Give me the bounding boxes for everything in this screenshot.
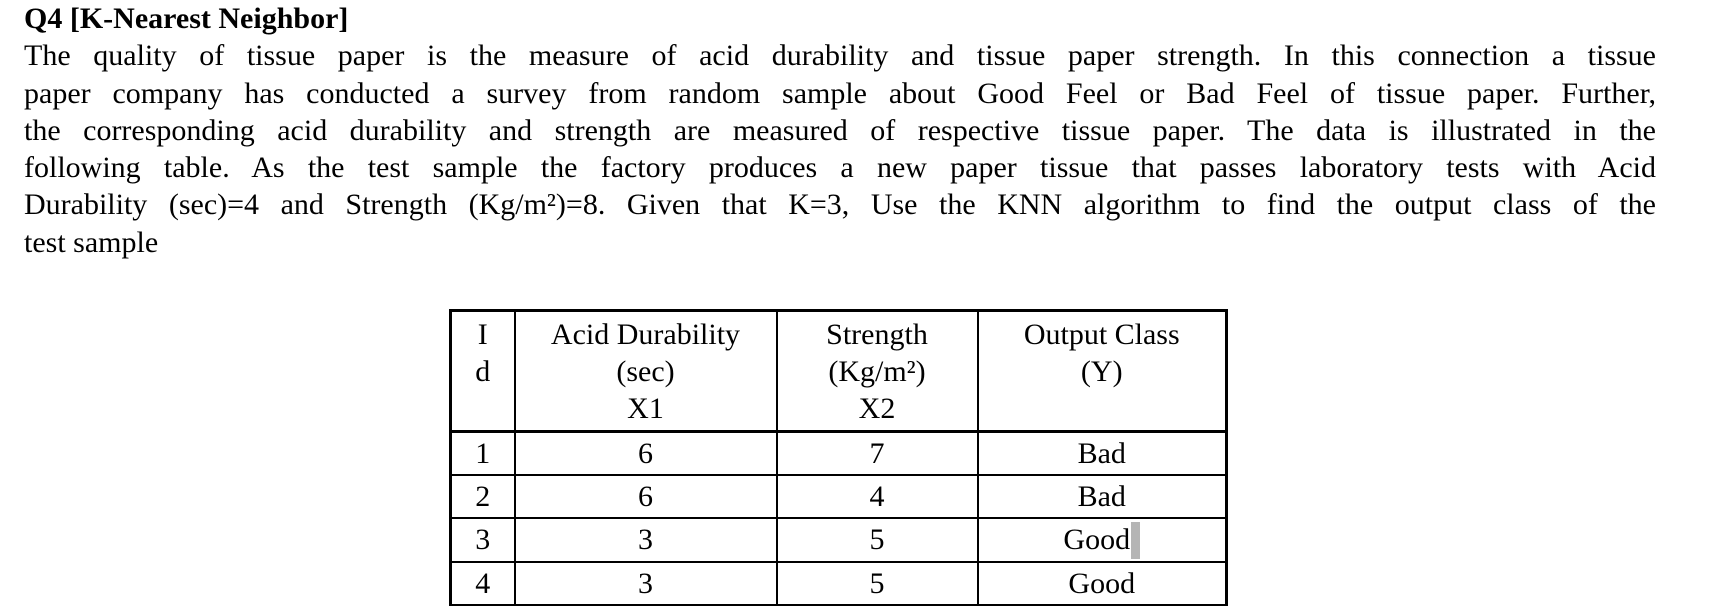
cell-text: 5	[869, 523, 885, 557]
table-row: 3 3 5 Good	[449, 517, 1228, 563]
cell-strength[interactable]: 7	[775, 430, 979, 476]
cell-output-class[interactable]: Bad	[976, 474, 1228, 519]
header-cell-strength[interactable]: Strength (Kg/m²) X2	[775, 309, 979, 433]
cell-text: 6	[638, 437, 653, 470]
table-row: 4 3 5 Good	[449, 560, 1228, 606]
table-row: 1 6 7 Bad	[449, 430, 1228, 476]
cell-text: 4	[475, 566, 491, 600]
header-line: d	[475, 355, 491, 388]
header-cell-output-class[interactable]: Output Class (Y)	[976, 309, 1228, 433]
text-cursor	[1131, 521, 1141, 559]
cell-output-class[interactable]: Good	[976, 517, 1228, 563]
header-cell-acid-durability[interactable]: Acid Durability (sec) X1	[513, 309, 778, 433]
cell-text: 2	[475, 480, 491, 513]
header-cell-id[interactable]: I d	[449, 309, 516, 433]
cell-output-class[interactable]: Good	[976, 560, 1228, 606]
header-line: (sec)	[616, 355, 675, 388]
header-line: Output Class	[1023, 318, 1180, 351]
cell-id[interactable]: 2	[449, 474, 516, 519]
paragraph-line[interactable]: the corresponding acid durability and st…	[24, 113, 1656, 147]
cell-strength[interactable]: 5	[775, 560, 979, 606]
header-line: X1	[627, 392, 664, 425]
header-line: I	[477, 318, 488, 351]
cell-text: 6	[638, 480, 653, 513]
cell-text: Good	[1068, 566, 1136, 600]
cell-text: 1	[475, 437, 491, 470]
header-line: (Y)	[1080, 355, 1123, 388]
question-title[interactable]: Q4 [K-Nearest Neighbor]	[24, 2, 349, 35]
cell-output-class[interactable]: Bad	[976, 430, 1228, 476]
cell-text: Bad	[1077, 480, 1126, 513]
cell-text: 3	[638, 566, 653, 600]
cell-strength[interactable]: 4	[775, 474, 979, 519]
question-block: Q4 [K-Nearest Neighbor] The quality of t…	[24, 0, 1656, 261]
header-line: X2	[858, 392, 896, 425]
cell-text: Good	[1063, 523, 1131, 556]
cell-acid-durability[interactable]: 3	[513, 517, 778, 563]
knn-data-table: I d Acid Durability (sec) X1 Strength (K…	[449, 309, 1228, 606]
knn-table-container: I d Acid Durability (sec) X1 Strength (K…	[449, 309, 1228, 606]
paragraph-line[interactable]: The quality of tissue paper is the measu…	[24, 39, 1656, 73]
paragraph-line[interactable]: paper company has conducted a survey fro…	[24, 76, 1656, 110]
cell-text: 3	[638, 523, 653, 557]
cell-text: 5	[869, 566, 885, 600]
cell-text: Bad	[1077, 437, 1126, 470]
paragraph-line[interactable]: test sample	[24, 225, 159, 259]
paragraph-line[interactable]: following table. As the test sample the …	[24, 151, 1656, 185]
cell-acid-durability[interactable]: 3	[513, 560, 778, 606]
cell-id[interactable]: 1	[449, 430, 516, 476]
cell-text: 4	[869, 480, 885, 513]
cell-acid-durability[interactable]: 6	[513, 430, 778, 476]
cell-text: 3	[475, 523, 491, 557]
header-line: Strength	[826, 318, 928, 351]
cell-acid-durability[interactable]: 6	[513, 474, 778, 519]
cell-text: 7	[869, 437, 885, 470]
table-row: 2 6 4 Bad	[449, 474, 1228, 519]
table-header-row: I d Acid Durability (sec) X1 Strength (K…	[449, 309, 1228, 433]
header-line: Acid Durability	[550, 318, 741, 351]
paragraph-line[interactable]: Durability (sec)=4 and Strength (Kg/m²)=…	[24, 188, 1656, 222]
cell-id[interactable]: 4	[449, 560, 516, 606]
cell-strength[interactable]: 5	[775, 517, 979, 563]
header-line: (Kg/m²)	[828, 355, 926, 388]
cell-id[interactable]: 3	[449, 517, 516, 563]
